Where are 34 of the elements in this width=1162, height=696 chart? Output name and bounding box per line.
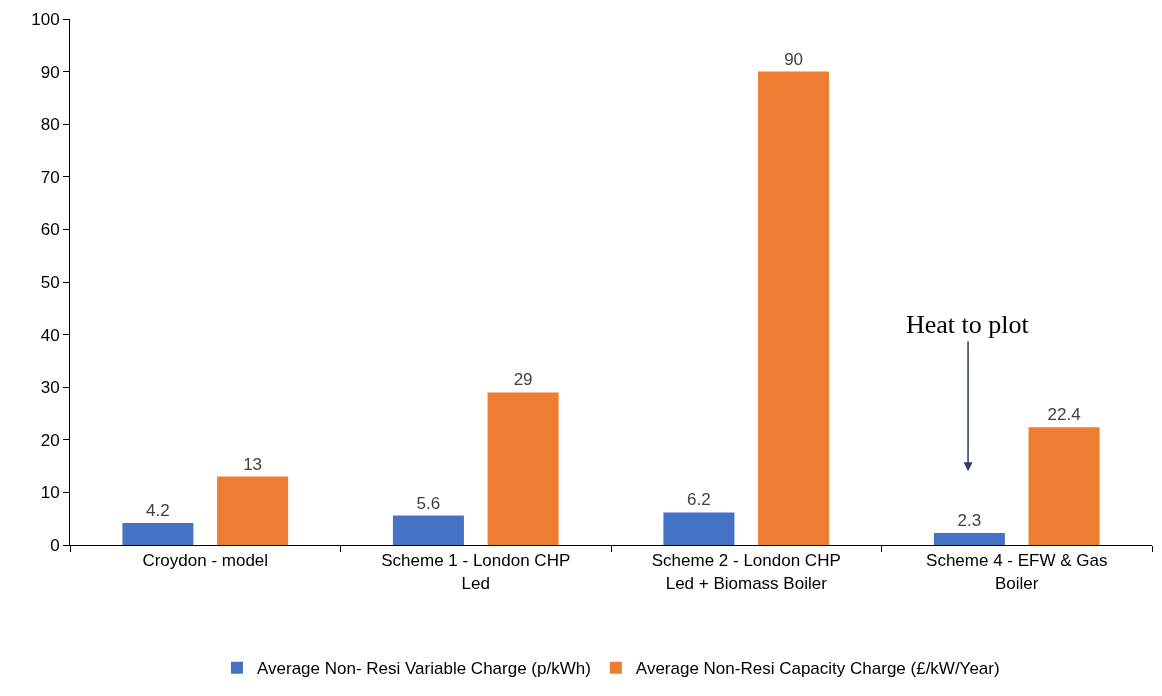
data-label: 2.3 bbox=[957, 510, 982, 530]
bar bbox=[1028, 427, 1100, 545]
y-tick-label: 80 bbox=[40, 115, 60, 135]
data-label: 22.4 bbox=[1047, 405, 1081, 425]
data-label: 5.6 bbox=[416, 493, 441, 513]
y-tick-label: 40 bbox=[40, 325, 60, 345]
bar bbox=[933, 532, 1005, 545]
y-tick-label: 20 bbox=[40, 430, 60, 450]
bar bbox=[217, 476, 289, 545]
legend-label: Average Non-Resi Capacity Charge (£/kW/Year) bbox=[635, 659, 1000, 679]
legend-label: Average Non- Resi Variable Charge (p/kWh) bbox=[257, 659, 591, 679]
x-tick-label: Scheme 1 - London CHP Led bbox=[381, 551, 571, 593]
y-tick-label: 0 bbox=[50, 535, 60, 555]
data-label: 6.2 bbox=[687, 490, 711, 510]
x-tick-label: Scheme 2 - London CHP Led + Biomass Boiler bbox=[651, 551, 841, 593]
y-tick-label: 100 bbox=[31, 9, 60, 29]
x-tick-label: Scheme 4 - EFW & Gas Boiler bbox=[926, 551, 1108, 593]
bar bbox=[663, 512, 735, 545]
data-label: 13 bbox=[243, 454, 263, 474]
data-label: 90 bbox=[784, 49, 804, 69]
annotation: Heat to plot bbox=[906, 310, 1030, 339]
bar bbox=[392, 515, 464, 545]
bar bbox=[487, 392, 559, 545]
bar bbox=[122, 522, 194, 545]
data-label: 29 bbox=[513, 370, 533, 390]
y-tick-label: 50 bbox=[40, 272, 60, 292]
x-tick-label: Croydon - model bbox=[142, 551, 269, 571]
bar bbox=[758, 71, 830, 545]
y-tick-label: 70 bbox=[40, 167, 60, 187]
y-tick-label: 10 bbox=[40, 483, 60, 503]
data-label: 4.2 bbox=[146, 500, 170, 520]
y-tick-label: 60 bbox=[40, 220, 60, 240]
y-tick-label: 30 bbox=[40, 378, 60, 398]
y-tick-label: 90 bbox=[40, 62, 60, 82]
